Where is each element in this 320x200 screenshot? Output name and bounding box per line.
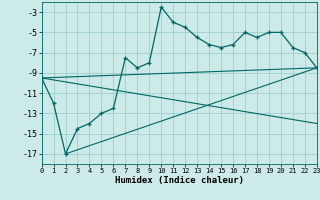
X-axis label: Humidex (Indice chaleur): Humidex (Indice chaleur) (115, 176, 244, 185)
